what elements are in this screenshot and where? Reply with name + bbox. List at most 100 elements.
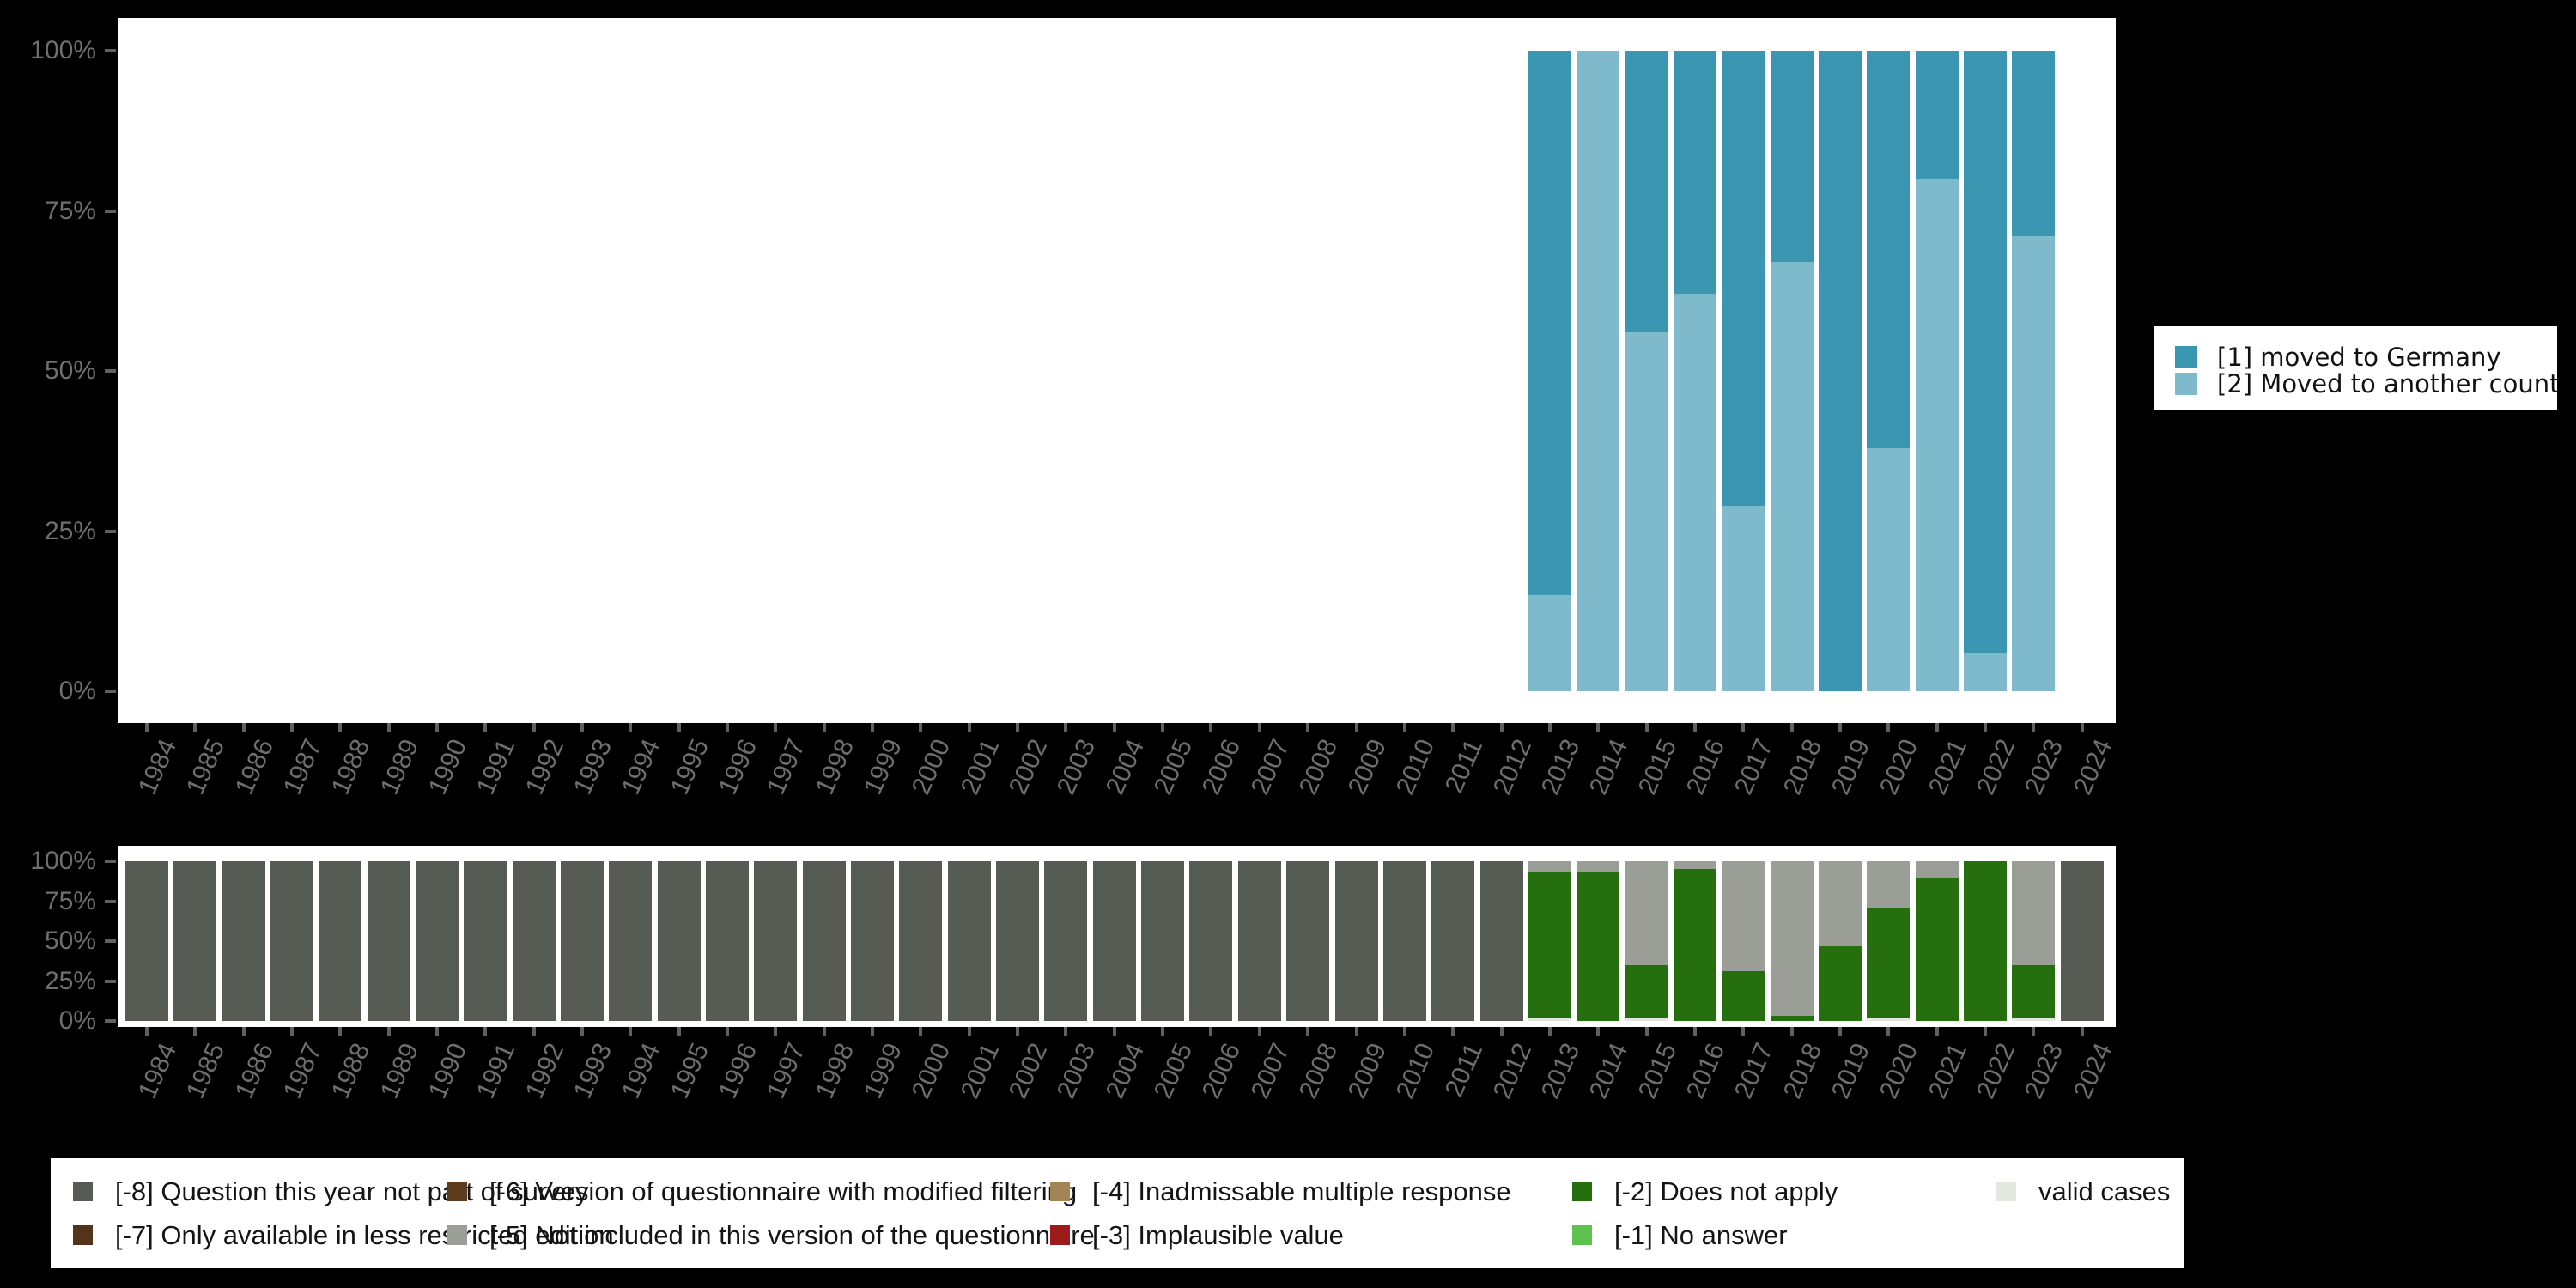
bar-segment [1770,1016,1814,1021]
x-axis-tick-label: 1984 [132,735,183,799]
x-axis-tick-label: 2023 [2020,1039,2069,1103]
x-axis-tick-label: 1994 [617,735,666,799]
x-axis-tick [1257,1027,1261,1036]
x-axis-tick-label: 2009 [1342,1039,1392,1103]
legend-item: [-8] Question this year not part of surv… [73,1170,588,1213]
x-axis-tick-label: 2011 [1439,735,1489,798]
x-axis-tick [1499,1027,1504,1036]
bar-segment [1286,861,1330,1021]
x-axis-tick [1064,1027,1068,1036]
x-axis-tick [1838,1027,1842,1036]
bar-segment [1382,861,1426,1021]
x-axis-tick-label: 2018 [1777,1039,1827,1103]
x-axis-tick-label: 2013 [1535,735,1586,799]
legend-item: [-1] No answer [1572,1213,1996,1257]
bar-segment [657,861,701,1021]
x-axis-tick-label: 1992 [519,1039,569,1103]
bar-segment [1625,964,1668,1018]
bar-segment [1528,595,1571,691]
x-axis-tick [1644,1027,1649,1036]
x-axis-tick [580,723,585,732]
missings-legend: [-8] Question this year not part of surv… [51,1158,2184,1268]
x-axis-tick-label: 2003 [1052,735,1102,799]
bar-segment [319,861,362,1021]
x-axis-tick-label: 1988 [326,1039,376,1103]
x-axis-tick [1161,1027,1165,1036]
legend-swatch [1996,1182,2016,1201]
x-axis-tick [1161,723,1165,732]
x-axis-tick [1306,1027,1310,1036]
bar-segment [609,861,653,1021]
y-axis-tick-label: 100% [30,847,96,875]
legend-label: [-1] No answer [1614,1219,1788,1250]
x-axis-tick-label: 1991 [471,735,521,799]
legend-label: [-4] Inadmissable multiple response [1092,1176,1511,1206]
y-axis-tick [105,939,116,943]
x-axis-tick [1886,723,1891,732]
x-axis-tick [2080,1027,2084,1036]
x-axis-tick [1016,1027,1020,1036]
x-axis-tick-label: 2022 [1971,735,2021,799]
x-axis-tick-label: 1993 [568,1039,618,1103]
bar-segment [416,861,459,1021]
x-axis-tick-label: 2004 [1100,1039,1150,1103]
x-axis-tick [1644,723,1649,732]
x-axis-tick-label: 1994 [617,1039,666,1103]
bar-segment [1528,1018,1571,1021]
x-axis-tick [193,1027,197,1036]
x-axis-tick [1741,723,1746,732]
x-axis-tick [2080,723,2084,732]
bar-segment [1818,945,1862,1021]
bar-segment [1770,262,1814,691]
bar-segment [2060,861,2104,1021]
bar-segment [1867,1018,1911,1021]
x-axis-tick-label: 2019 [1826,735,1876,799]
x-axis-tick-label: 2022 [1971,1039,2021,1103]
x-axis-tick [871,723,875,732]
legend-label: valid cases [2038,1176,2171,1206]
legend-item: [-6] Version of questionnaire with modif… [447,1170,1077,1213]
x-axis-tick [1935,1027,1939,1036]
value-legend: [1] moved to Germany [2] Moved to another… [2154,326,2557,410]
x-axis-tick [677,723,681,732]
x-axis-tick [1983,723,1987,732]
x-axis-tick [1499,723,1504,732]
legend-swatch [73,1225,93,1245]
bar-segment [1867,51,1911,448]
bar-segment [1770,51,1814,263]
x-axis-tick [919,1027,923,1036]
x-axis-tick-label: 1992 [519,735,569,799]
y-axis-tick [105,369,116,373]
x-axis-tick-label: 2024 [2068,735,2117,799]
x-axis-tick [1789,723,1794,732]
x-axis-tick-label: 2024 [2068,1039,2117,1103]
legend-label: [2] Moved to another country [2217,368,2557,398]
bar-segment [1673,294,1716,691]
x-axis-tick-label: 2019 [1826,1039,1876,1103]
x-axis-tick [338,1027,343,1036]
bar-segment [1334,861,1378,1021]
bar-segment [802,861,846,1021]
x-axis-tick-label: 1998 [810,735,860,799]
x-axis-tick [1547,723,1552,732]
legend-swatch [1572,1182,1592,1201]
legend-swatch [447,1182,467,1201]
x-axis-tick-label: 2007 [1245,735,1295,799]
x-axis-tick [1547,1027,1552,1036]
legend-swatch [73,1182,93,1201]
x-axis-tick-label: 1995 [665,735,714,799]
y-axis-tick [105,529,116,533]
legend-item: [2] Moved to another country [2175,368,2557,398]
y-axis-tick [105,1019,116,1023]
x-axis-tick-label: 2001 [955,735,1005,799]
x-axis-tick [1306,723,1310,732]
x-axis-tick [1451,723,1455,732]
legend-item: [-3] Implausible value [1050,1213,1572,1257]
x-axis-tick-label: 1985 [181,1039,231,1103]
x-axis-tick [774,723,778,732]
y-axis-tick [105,209,116,213]
x-axis-tick-label: 2016 [1680,735,1731,799]
x-axis-tick [1451,1027,1455,1036]
x-axis-tick-label: 2005 [1148,735,1199,799]
